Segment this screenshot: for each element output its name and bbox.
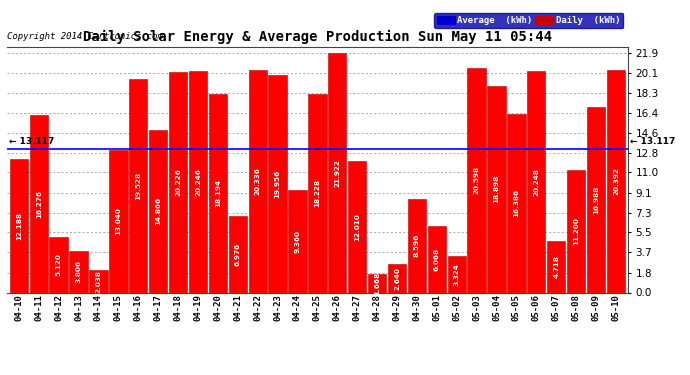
Text: 20.598: 20.598 [473, 166, 480, 194]
Text: 20.226: 20.226 [175, 168, 181, 196]
Bar [228, 216, 247, 292]
Legend: Average  (kWh), Daily  (kWh): Average (kWh), Daily (kWh) [434, 13, 623, 28]
Text: 16.988: 16.988 [593, 186, 599, 214]
Bar [567, 170, 585, 292]
Text: 13.040: 13.040 [115, 207, 121, 235]
Text: 3.806: 3.806 [75, 260, 81, 283]
Bar [547, 241, 565, 292]
Text: 6.068: 6.068 [434, 248, 440, 271]
Text: ← 13.117: ← 13.117 [630, 137, 676, 146]
Bar [50, 237, 68, 292]
Bar [308, 93, 326, 292]
Bar [468, 68, 486, 292]
Bar [268, 75, 287, 292]
Text: 20.246: 20.246 [195, 168, 201, 196]
Text: 19.956: 19.956 [275, 170, 281, 198]
Bar [607, 70, 625, 292]
Bar [328, 53, 346, 292]
Text: 21.922: 21.922 [334, 159, 340, 187]
Bar [288, 190, 306, 292]
Bar [368, 274, 386, 292]
Text: 18.898: 18.898 [493, 175, 500, 204]
Bar [448, 256, 466, 292]
Bar [487, 86, 506, 292]
Text: 8.596: 8.596 [414, 234, 420, 257]
Bar [248, 70, 267, 292]
Text: 20.248: 20.248 [533, 168, 540, 196]
Text: 6.976: 6.976 [235, 243, 241, 266]
Bar [129, 80, 148, 292]
Text: 5.120: 5.120 [56, 253, 61, 276]
Bar [70, 251, 88, 292]
Text: 14.866: 14.866 [155, 197, 161, 225]
Text: 4.718: 4.718 [553, 255, 560, 278]
Text: ← 13.117: ← 13.117 [9, 137, 55, 146]
Bar [189, 72, 207, 292]
Text: Copyright 2014 Cartronics.com: Copyright 2014 Cartronics.com [7, 32, 163, 41]
Text: 19.528: 19.528 [135, 172, 141, 200]
Bar [10, 159, 28, 292]
Bar [587, 107, 605, 292]
Text: 20.336: 20.336 [255, 168, 261, 195]
Bar [408, 199, 426, 292]
Bar [428, 226, 446, 292]
Bar [30, 115, 48, 292]
Bar [348, 161, 366, 292]
Bar [109, 150, 128, 292]
Bar [89, 270, 108, 292]
Text: 9.360: 9.360 [295, 230, 301, 253]
Bar [208, 94, 227, 292]
Text: 3.324: 3.324 [454, 263, 460, 286]
Text: 2.038: 2.038 [95, 270, 101, 293]
Text: 20.392: 20.392 [613, 167, 619, 195]
Text: 16.276: 16.276 [36, 190, 42, 217]
Bar [169, 72, 187, 292]
Bar [527, 72, 546, 292]
Text: 18.194: 18.194 [215, 179, 221, 207]
Bar [149, 130, 167, 292]
Title: Daily Solar Energy & Average Production Sun May 11 05:44: Daily Solar Energy & Average Production … [83, 30, 552, 44]
Text: 11.200: 11.200 [573, 217, 579, 245]
Bar [507, 114, 526, 292]
Text: 12.188: 12.188 [16, 212, 22, 240]
Text: 18.228: 18.228 [315, 179, 320, 207]
Text: 2.640: 2.640 [394, 267, 400, 290]
Bar [388, 264, 406, 292]
Text: 1.668: 1.668 [374, 272, 380, 295]
Text: 12.010: 12.010 [354, 213, 360, 241]
Text: 16.386: 16.386 [513, 189, 520, 217]
